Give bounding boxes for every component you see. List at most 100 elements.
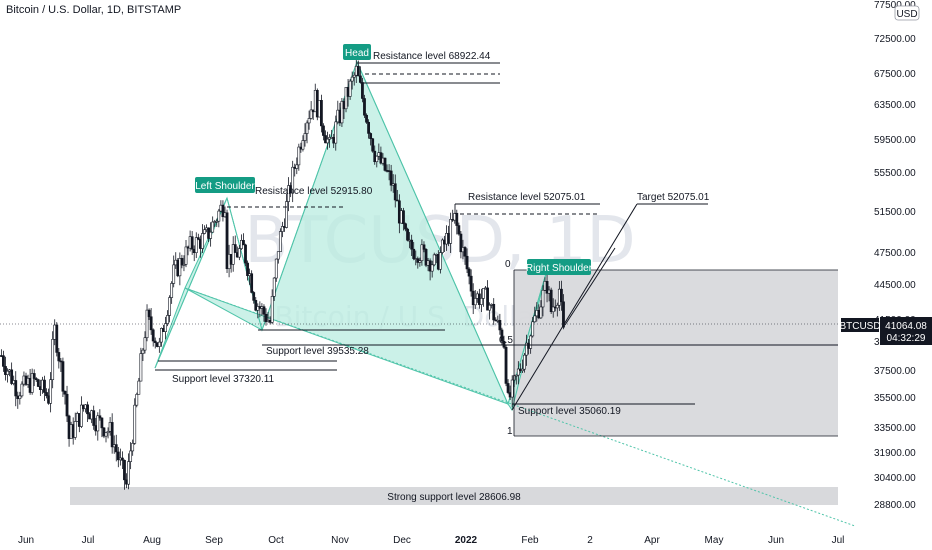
candle xyxy=(203,225,206,235)
candle xyxy=(375,155,379,168)
candle xyxy=(344,87,348,113)
strong-support-zone[interactable] xyxy=(70,487,838,505)
candle xyxy=(361,77,364,103)
candle xyxy=(114,434,118,462)
candle xyxy=(106,427,110,439)
candle xyxy=(459,231,463,259)
svg-text:41064.08: 41064.08 xyxy=(885,321,927,332)
candle xyxy=(43,375,46,401)
candle xyxy=(305,120,309,144)
level-support-5[interactable]: Support level 35060.19 xyxy=(512,403,695,417)
currency-badge[interactable]: USD xyxy=(894,5,920,21)
price-axis[interactable]: 77500.00 72500.00 67500.00 63500.00 59500.00… xyxy=(874,0,916,511)
candle xyxy=(182,255,186,272)
candle xyxy=(100,417,104,438)
candle xyxy=(79,396,83,429)
candle xyxy=(539,300,543,319)
candle xyxy=(469,269,473,297)
candle xyxy=(65,385,69,423)
candle xyxy=(262,304,266,322)
candle xyxy=(159,327,163,347)
candle xyxy=(430,260,434,278)
x-tick-label: 2 xyxy=(587,535,593,546)
candle xyxy=(63,390,67,405)
candle xyxy=(516,361,520,385)
y-tick-label: 59500.00 xyxy=(874,135,916,146)
candle xyxy=(254,297,258,312)
candle xyxy=(498,313,502,335)
svg-text:04:32:29: 04:32:29 xyxy=(887,333,926,344)
level-resistance-2[interactable]: Resistance level 52075.01 xyxy=(454,192,600,215)
candle xyxy=(420,239,424,266)
y-tick-label: 28800.00 xyxy=(874,500,916,511)
candle xyxy=(560,280,563,311)
x-tick-label: Feb xyxy=(521,535,539,546)
candle xyxy=(221,200,225,222)
svg-text:BTCUSD: BTCUSD xyxy=(839,321,880,332)
candle xyxy=(521,359,524,373)
candle xyxy=(449,212,453,253)
candle xyxy=(406,227,409,242)
candle xyxy=(455,209,459,235)
candle xyxy=(123,459,126,490)
candle xyxy=(287,177,290,212)
candle xyxy=(307,110,311,130)
candle xyxy=(244,243,247,267)
candle xyxy=(57,347,61,369)
candle xyxy=(51,331,55,389)
candle xyxy=(190,231,194,255)
svg-text:Right Shoulder: Right Shoulder xyxy=(526,263,593,274)
candle xyxy=(151,328,155,347)
candle xyxy=(457,222,461,236)
y-tick-label: 72500.00 xyxy=(874,34,916,45)
y-tick-label: 55500.00 xyxy=(874,168,916,179)
candle xyxy=(276,251,280,264)
fib-label-1: 1 xyxy=(507,426,513,437)
right-shoulder-trendline xyxy=(564,247,616,326)
candle xyxy=(147,308,151,321)
candle xyxy=(137,377,141,395)
candle xyxy=(525,334,528,366)
level-zone-6[interactable]: Strong support level 28606.98 xyxy=(387,492,521,503)
level-resistance-1[interactable]: Resistance level 52915.80 xyxy=(227,186,373,208)
level-support-4[interactable]: Support level 37320.11 xyxy=(155,360,337,385)
candle xyxy=(10,362,14,386)
y-tick-label: 37500.00 xyxy=(874,366,916,377)
x-tick-label: Nov xyxy=(331,535,349,546)
fib-label-0: 0 xyxy=(505,259,511,270)
svg-text:USD: USD xyxy=(896,9,917,20)
candle xyxy=(545,272,549,303)
fib-retracement-box[interactable] xyxy=(514,270,838,436)
candle xyxy=(367,119,370,139)
candle xyxy=(320,94,323,133)
time-axis[interactable]: Jun Jul Aug Sep Oct Nov Dec 2022 Feb 2 Apr May Jun Ju… xyxy=(18,535,844,546)
candle xyxy=(541,285,545,317)
tag-left-shoulder: Left Shoulder xyxy=(195,177,255,193)
candle xyxy=(30,368,34,395)
candle xyxy=(504,344,508,387)
x-tick-label: Aug xyxy=(143,535,161,546)
candle xyxy=(34,377,38,382)
candle xyxy=(231,236,235,272)
x-tick-label: Jun xyxy=(18,535,34,546)
candle xyxy=(500,327,504,346)
y-tick-label: 31900.00 xyxy=(874,448,916,459)
candle xyxy=(194,232,198,259)
y-tick-label: 35500.00 xyxy=(874,393,916,404)
candle xyxy=(149,308,153,335)
candle xyxy=(471,283,475,315)
level-resistance-0[interactable]: Resistance level 68922.44 xyxy=(357,51,500,84)
y-tick-label: 63500.00 xyxy=(874,100,916,111)
candle xyxy=(529,334,533,354)
candle xyxy=(488,302,492,320)
candle xyxy=(233,235,237,253)
svg-text:Left Shoulder: Left Shoulder xyxy=(195,181,255,192)
candle xyxy=(264,308,268,326)
candle xyxy=(551,298,555,318)
level-label: Resistance level 68922.44 xyxy=(373,51,491,62)
candle xyxy=(170,281,174,304)
x-tick-label: 2022 xyxy=(455,535,478,546)
candle xyxy=(402,207,405,231)
candle xyxy=(432,252,436,267)
